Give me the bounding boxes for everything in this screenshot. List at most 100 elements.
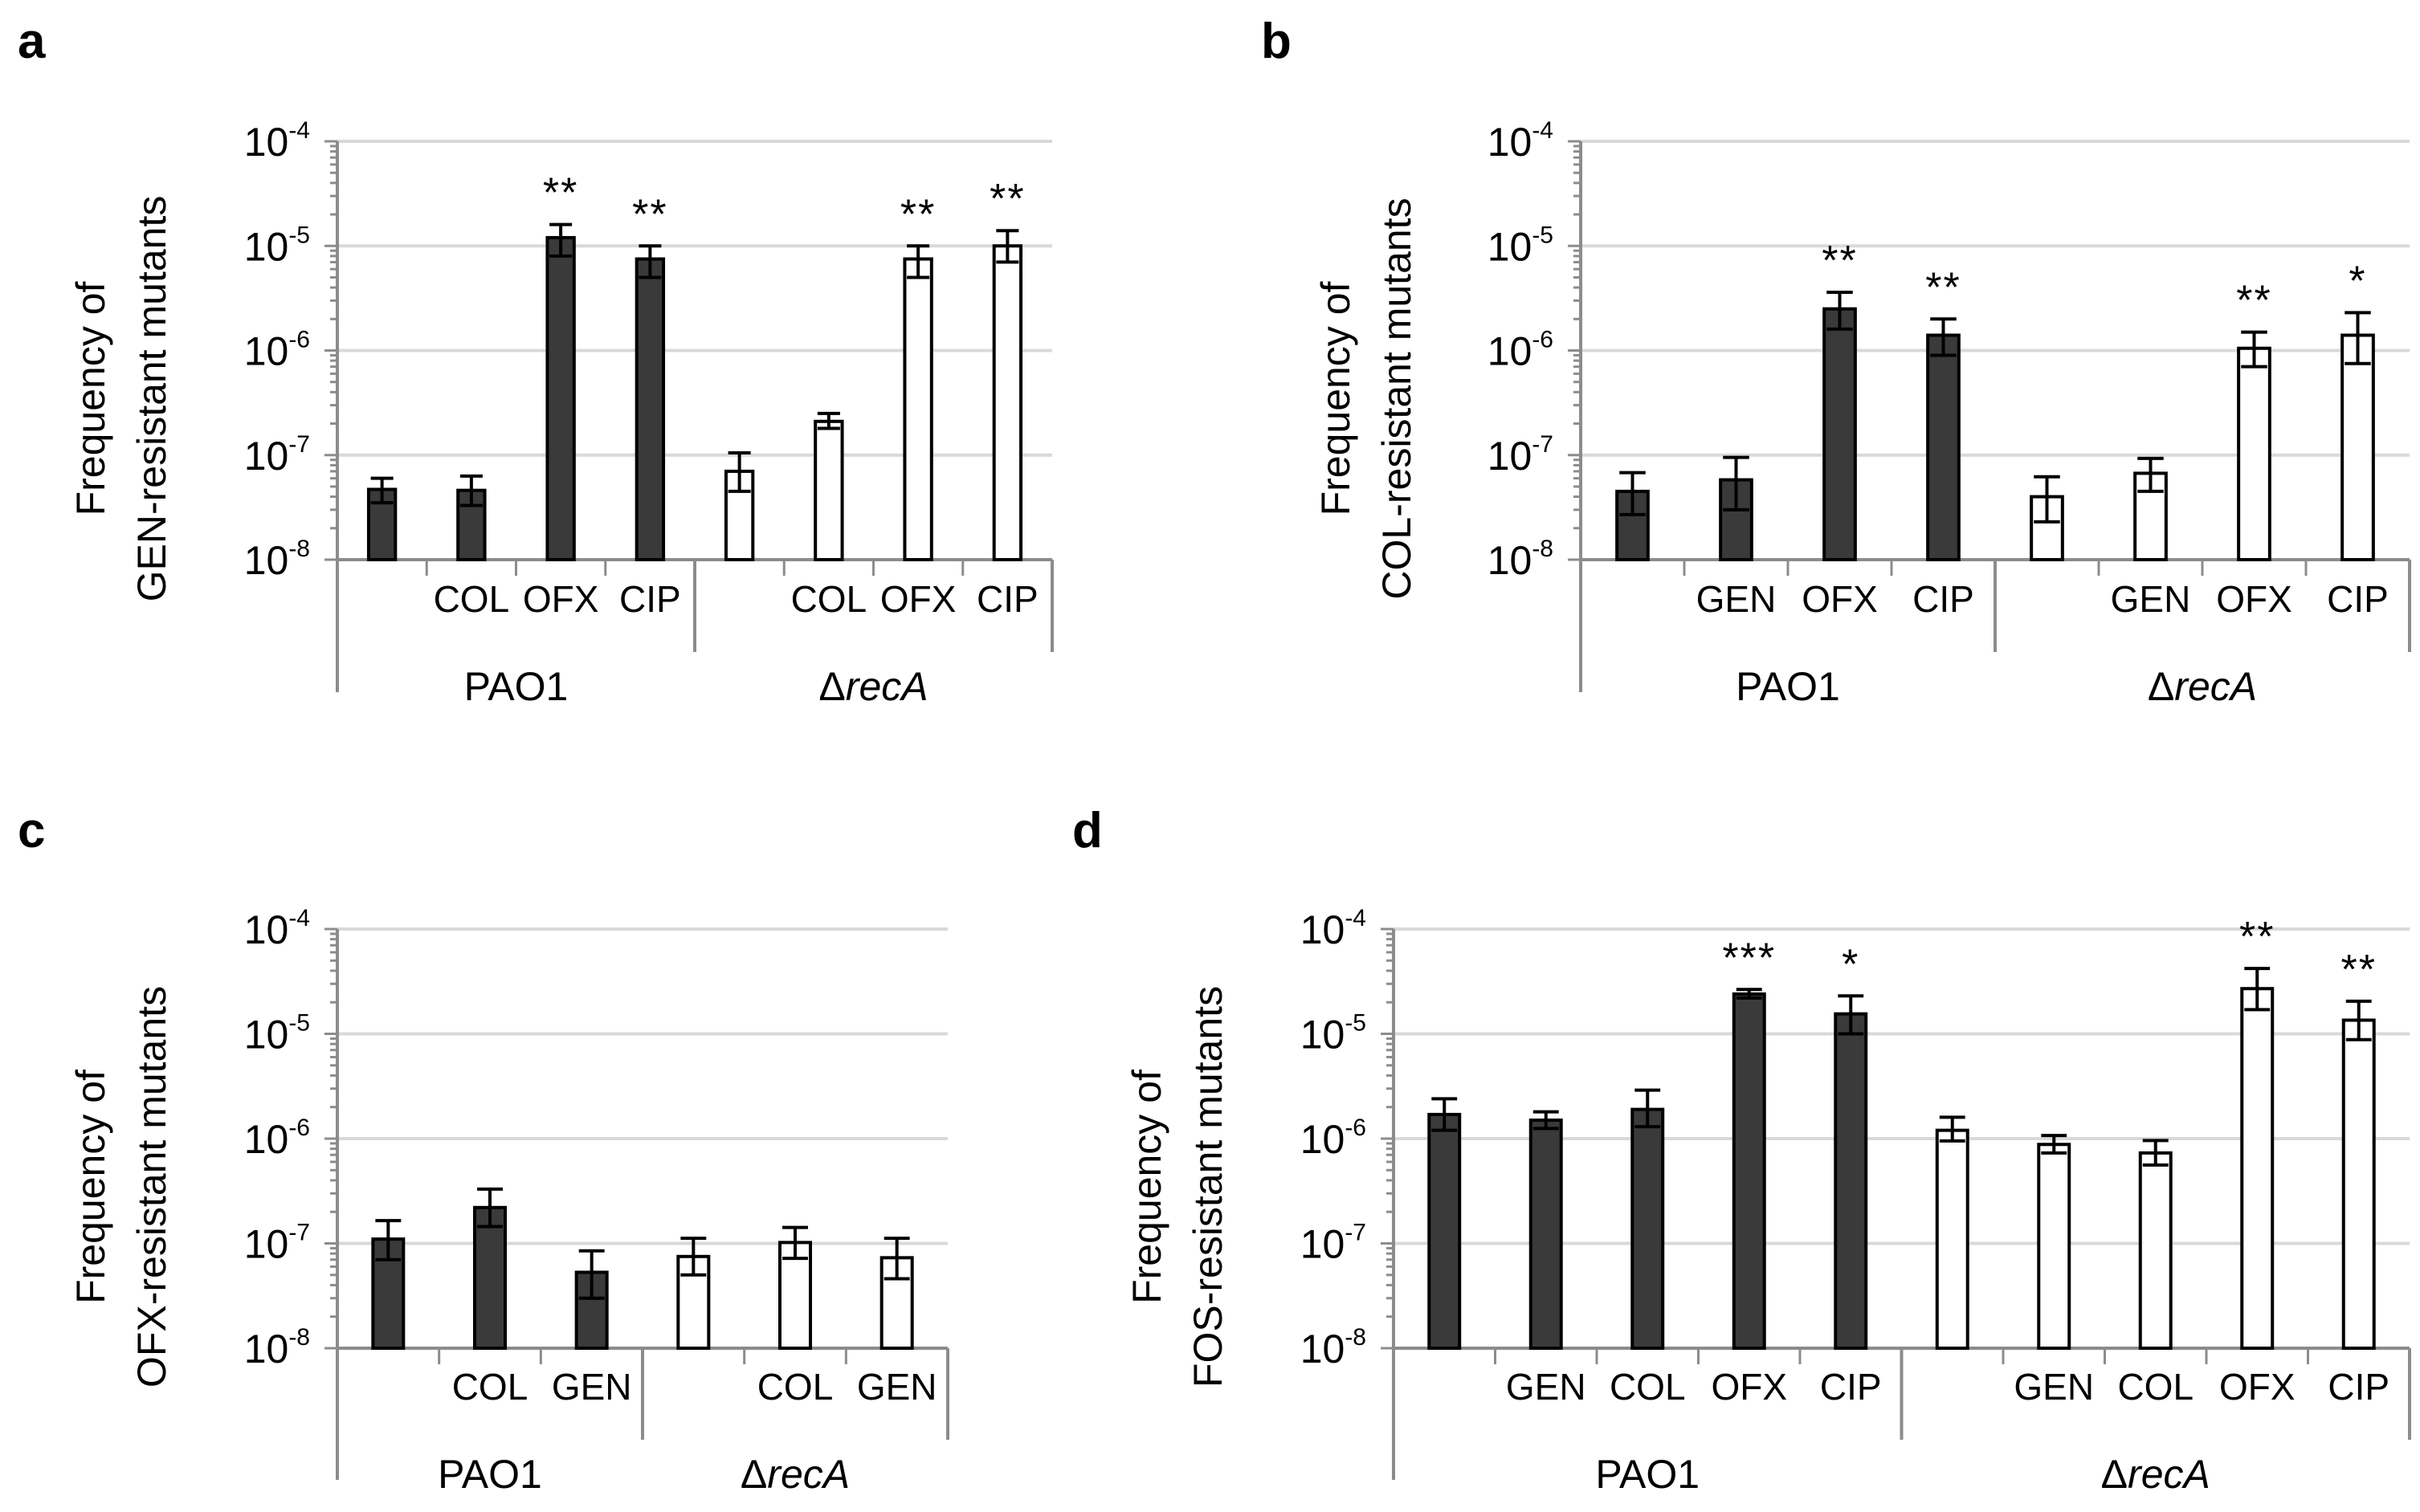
y-tick-label: 10-8 bbox=[244, 536, 310, 583]
tick-exponent: -5 bbox=[1532, 222, 1553, 248]
group-label-name: recA bbox=[846, 664, 928, 709]
group-label-name: recA bbox=[2174, 664, 2257, 709]
bar-pao1-cip bbox=[635, 257, 666, 561]
y-axis-label: Frequency of bbox=[68, 1070, 113, 1304]
panel-letter: a bbox=[18, 14, 46, 69]
tick-base: 10 bbox=[244, 224, 289, 269]
tick-base: 10 bbox=[1488, 224, 1532, 269]
significance-marker: ** bbox=[1925, 264, 1961, 311]
y-tick-label: 10-8 bbox=[244, 1324, 310, 1371]
x-category-label: COL bbox=[757, 1366, 834, 1408]
tick-exponent: -8 bbox=[288, 1324, 310, 1351]
bar-reca-none bbox=[1935, 1128, 1969, 1351]
y-axis-label: COL-resistant mutants bbox=[1374, 198, 1419, 599]
y-tick-label: 10-5 bbox=[1300, 1010, 1366, 1058]
bar-reca-col bbox=[2138, 1151, 2173, 1351]
tick-exponent: -8 bbox=[1345, 1324, 1366, 1351]
y-axis-label: OFX-resistant mutants bbox=[129, 986, 174, 1388]
tick-exponent: -5 bbox=[1345, 1010, 1366, 1037]
x-category-label: COL bbox=[1610, 1366, 1686, 1408]
significance-marker: *** bbox=[1722, 935, 1776, 981]
x-category-label: OFX bbox=[2219, 1366, 2296, 1408]
group-label: ΔrecA bbox=[741, 1452, 850, 1497]
significance-marker: * bbox=[2349, 258, 2366, 304]
y-tick-label: 10-4 bbox=[244, 905, 310, 952]
tick-exponent: -5 bbox=[288, 1010, 310, 1037]
tick-base: 10 bbox=[244, 434, 289, 479]
x-category-label: GEN bbox=[552, 1366, 632, 1408]
x-category-label: CIP bbox=[1820, 1366, 1882, 1408]
y-axis-label: Frequency of bbox=[1124, 1070, 1169, 1304]
group-label: PAO1 bbox=[438, 1452, 542, 1497]
group-label-name: PAO1 bbox=[464, 664, 569, 709]
y-tick-label: 10-7 bbox=[244, 431, 310, 479]
group-label-prefix: Δ bbox=[741, 1452, 767, 1497]
bar-reca-cip bbox=[992, 244, 1023, 561]
group-label: ΔrecA bbox=[2101, 1452, 2210, 1497]
tick-base: 10 bbox=[1300, 1222, 1345, 1267]
x-category-label: CIP bbox=[619, 578, 681, 620]
group-label-prefix: Δ bbox=[818, 664, 845, 709]
y-axis-label: Frequency of bbox=[68, 281, 113, 516]
bar-reca-ofx bbox=[2240, 987, 2275, 1350]
group-label-name: recA bbox=[2128, 1452, 2210, 1497]
significance-marker: ** bbox=[2236, 278, 2271, 324]
y-tick-label: 10-4 bbox=[1488, 117, 1553, 165]
tick-exponent: -5 bbox=[288, 222, 310, 248]
x-category-label: OFX bbox=[1711, 1366, 1787, 1408]
x-category-label: CIP bbox=[1912, 578, 1974, 620]
tick-exponent: -6 bbox=[1345, 1115, 1366, 1141]
bar-reca-cip bbox=[2341, 1018, 2376, 1350]
tick-base: 10 bbox=[244, 907, 289, 952]
y-tick-label: 10-4 bbox=[1300, 905, 1366, 952]
x-category-label: GEN bbox=[1696, 578, 1777, 620]
bar-pao1-gen bbox=[1528, 1119, 1563, 1351]
tick-base: 10 bbox=[1300, 907, 1345, 952]
tick-exponent: -6 bbox=[288, 327, 310, 353]
y-tick-label: 10-5 bbox=[244, 1010, 310, 1058]
tick-base: 10 bbox=[1488, 120, 1532, 165]
tick-base: 10 bbox=[1300, 1013, 1345, 1058]
tick-base: 10 bbox=[1300, 1117, 1345, 1162]
x-category-label: CIP bbox=[2327, 578, 2389, 620]
y-axis-label: Frequency of bbox=[1313, 281, 1358, 516]
bar-reca-col bbox=[814, 419, 844, 562]
tick-base: 10 bbox=[244, 1013, 289, 1058]
tick-exponent: -4 bbox=[1345, 905, 1366, 931]
tick-exponent: -7 bbox=[288, 1220, 310, 1246]
group-label-name: PAO1 bbox=[438, 1452, 542, 1497]
significance-marker: ** bbox=[632, 191, 667, 238]
significance-marker: ** bbox=[543, 170, 578, 217]
group-label-name: PAO1 bbox=[1736, 664, 1840, 709]
y-tick-label: 10-8 bbox=[1300, 1324, 1366, 1371]
x-category-label: OFX bbox=[880, 578, 957, 620]
panel-letter: c bbox=[18, 803, 45, 858]
tick-base: 10 bbox=[244, 329, 289, 374]
group-label-prefix: Δ bbox=[2101, 1452, 2128, 1497]
group-label: PAO1 bbox=[464, 664, 569, 709]
y-tick-label: 10-7 bbox=[1488, 431, 1553, 479]
tick-exponent: -7 bbox=[288, 431, 310, 458]
bar-pao1-none bbox=[1427, 1112, 1462, 1350]
tick-base: 10 bbox=[244, 538, 289, 583]
bar-reca-ofx bbox=[2237, 346, 2271, 561]
y-tick-label: 10-6 bbox=[244, 327, 310, 374]
bar-pao1-col bbox=[1630, 1107, 1665, 1351]
y-tick-label: 10-6 bbox=[1488, 327, 1553, 374]
x-category-label: OFX bbox=[2216, 578, 2292, 620]
x-category-label: COL bbox=[434, 578, 510, 620]
y-tick-label: 10-5 bbox=[244, 222, 310, 269]
significance-marker: ** bbox=[900, 191, 936, 238]
bar-reca-ofx bbox=[903, 257, 933, 561]
tick-exponent: -4 bbox=[288, 117, 310, 144]
y-tick-label: 10-6 bbox=[244, 1115, 310, 1162]
significance-marker: ** bbox=[990, 176, 1025, 222]
significance-marker: ** bbox=[2239, 914, 2275, 960]
y-axis-label: GEN-resistant mutants bbox=[129, 196, 174, 602]
y-tick-label: 10-5 bbox=[1488, 222, 1553, 269]
y-tick-label: 10-7 bbox=[244, 1220, 310, 1267]
